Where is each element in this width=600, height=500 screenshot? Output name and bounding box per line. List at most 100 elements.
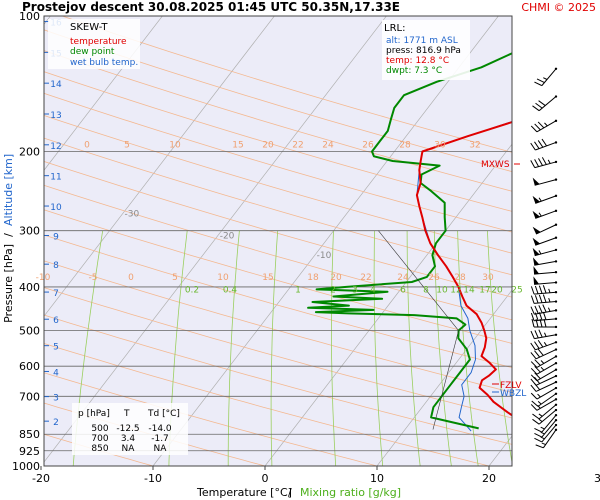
wind-barb [532, 209, 558, 219]
wind-barb-half-feather [538, 418, 543, 423]
wind-barb [534, 413, 558, 433]
wind-barb-pennant [532, 257, 540, 266]
table-cell: 700 [91, 434, 108, 444]
mixing-ratio-line [406, 230, 421, 466]
wind-barb-feather [541, 157, 547, 165]
legend-chart-name: SKEW-T [70, 22, 108, 33]
dry-adiabat [44, 260, 512, 393]
adiabat-label: 18 [307, 273, 319, 283]
wind-barb-base [554, 317, 558, 321]
wind-barb [530, 285, 558, 295]
wind-barb-feather [530, 352, 537, 360]
wind-barb [531, 318, 558, 329]
wind-barb-feather [534, 365, 541, 373]
wind-barb-half-feather [540, 431, 545, 435]
wind-barb-half-feather [548, 288, 551, 293]
pressure-tick-label: 925 [19, 445, 40, 458]
wind-barb-feather [538, 312, 543, 321]
wind-barb-feather [538, 100, 546, 106]
mixing-ratio-line [433, 230, 452, 466]
wind-barb-half-feather [547, 159, 551, 164]
adiabat-label: 26 [362, 140, 374, 150]
table-header-p: p [hPa] [78, 409, 110, 419]
adiabat-label: 24 [322, 140, 334, 150]
pressure-tick-label: 400 [19, 281, 40, 294]
altitude-tick-label: 8 [53, 261, 59, 271]
wind-barb-feather [542, 311, 547, 320]
x-tick-label: 0 [262, 472, 269, 485]
mixing-ratio-label: 6 [400, 285, 406, 295]
mixing-ratio-label: 0.4 [223, 285, 238, 295]
wind-barb-feather [535, 318, 539, 328]
wind-barb [532, 247, 558, 257]
wind-barb-half-feather [540, 426, 545, 430]
wind-barb [530, 294, 558, 304]
pressure-tick-label: 700 [19, 390, 40, 403]
wind-barb-feather [530, 295, 535, 304]
mixing-ratio-line [331, 230, 337, 466]
dry-adiabat [44, 161, 512, 298]
dry-adiabat [44, 184, 512, 321]
wind-barb-feather [538, 285, 543, 294]
wind-barb [530, 362, 558, 375]
wind-barb-feather [530, 286, 535, 295]
wind-barb-feather [534, 330, 539, 339]
y-axis-label-altitude: Altitude [km] [2, 154, 15, 226]
adiabat-label: 24 [397, 273, 409, 283]
mixing-ratio-label: 3 [352, 285, 358, 295]
wind-barb [530, 329, 558, 340]
wind-barb [532, 95, 558, 112]
dry-adiabat [44, 287, 512, 419]
table-cell: 3.4 [121, 434, 136, 444]
wind-barb-feather [530, 361, 538, 368]
pressure-tick-label: 850 [19, 428, 40, 441]
wind-barb-feather [543, 318, 547, 328]
wind-barb-pennant [532, 195, 541, 204]
isotherm-line [44, 16, 163, 171]
fzlv-label: FZLV [500, 381, 522, 391]
wbzl-label: WBZL [500, 389, 526, 399]
mixing-ratio-label: 1 [295, 285, 301, 295]
wind-barb-half-feather [537, 393, 541, 398]
wind-barb [533, 276, 558, 285]
wind-barb-feather [530, 342, 536, 351]
wind-barb-staff [535, 237, 557, 246]
wind-barb-pennant [532, 237, 541, 246]
wind-barb [530, 386, 558, 400]
altitude-tick-label: 7 [53, 289, 59, 299]
wind-barb-feather [530, 404, 538, 411]
dew-point-line [307, 52, 512, 430]
adiabat-label: 10 [169, 140, 181, 150]
pressure-tick-label: 200 [19, 145, 40, 158]
mixing-ratio-label: 17 [479, 285, 490, 295]
wind-barb-feather [534, 123, 541, 131]
wind-barb-feather [531, 400, 539, 407]
wind-barb-pennant [532, 226, 541, 235]
adiabat-label: -5 [89, 273, 98, 283]
wind-barb-feather [537, 348, 544, 356]
altitude-tick-label: 13 [50, 111, 61, 121]
wind-barb [530, 398, 558, 411]
x-tick-label: 10 [370, 472, 384, 485]
wind-barb-half-feather [548, 297, 551, 303]
wind-barb [530, 138, 558, 151]
x-axis-label-separator: / [288, 486, 292, 499]
lrl-alt: alt: 1771 m ASL [386, 36, 458, 46]
table-cell: 500 [91, 424, 108, 434]
wind-barb-feather [534, 141, 540, 149]
wind-barb [532, 236, 558, 246]
mixing-ratio-label: 4 [370, 285, 376, 295]
isotherm-label: -10 [317, 251, 332, 261]
mixing-ratio-label: 12 [450, 285, 461, 295]
lrl-dwpt: dwpt: 7.3 °C [386, 66, 442, 76]
table-header-t: T [123, 409, 130, 419]
wind-barb-half-feather [544, 332, 547, 337]
wind-barb-feather [534, 437, 543, 443]
adiabat-label: 0 [84, 140, 90, 150]
value-table-bg [72, 403, 188, 455]
adiabat-label: 28 [454, 273, 466, 283]
wind-barb-feather [538, 158, 543, 166]
wind-barb [530, 380, 558, 392]
wind-barb-feather [536, 78, 545, 84]
x-tick-label: -20 [32, 472, 50, 485]
